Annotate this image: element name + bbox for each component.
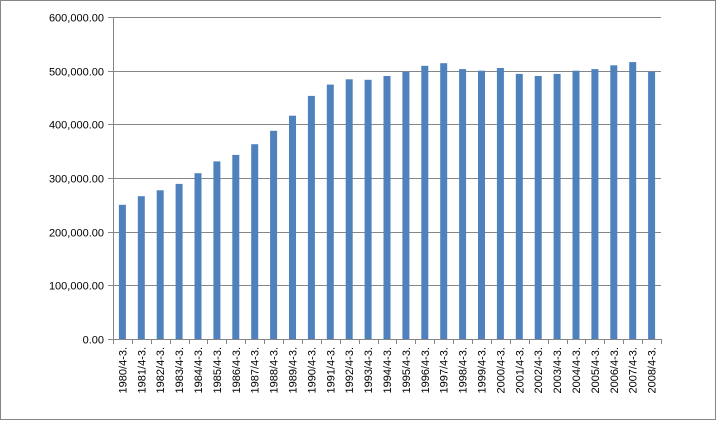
bar [137,196,145,339]
bar [496,68,504,339]
y-tick-label: 100,000.00 [49,281,104,293]
y-tick-label: 400,000.00 [49,120,104,132]
bar [534,76,542,339]
bar [156,190,164,339]
bar [591,69,599,339]
x-tick-label: 2008/4-3. [647,347,659,393]
bar [270,130,278,339]
x-axis-tick-labels: 1980/4-3. 1981/4-3. 1982/4-3. 1983/4-3. 1984… [117,347,658,394]
x-tick-label: 1985/4-3. [212,347,224,393]
x-tick-label: 1981/4-3. [136,347,148,393]
bar [364,79,372,340]
bar [213,161,221,339]
y-tick-label: 600,000.00 [49,13,104,25]
x-tick-label: 1987/4-3. [250,347,262,393]
bar [251,144,259,339]
y-tick-label: 300,000.00 [49,174,104,186]
x-tick-label: 1990/4-3. [306,347,318,393]
x-tick-label: 1986/4-3. [231,347,243,393]
bar [175,183,183,339]
bar [572,70,580,339]
x-tick-label: 2007/4-3. [628,347,640,393]
x-tick-label: 1997/4-3. [439,347,451,393]
x-tick-label: 2000/4-3. [495,347,507,393]
x-tick-label: 1996/4-3. [420,347,432,393]
bar [553,73,561,340]
x-tick-label: 2001/4-3. [514,347,526,393]
x-tick-label: 2004/4-3. [571,347,583,393]
axes [108,17,662,344]
bar [440,63,448,339]
bar [629,62,637,339]
x-tick-label: 1991/4-3. [325,347,337,393]
x-tick-label: 2006/4-3. [609,347,621,393]
x-tick-label: 1980/4-3. [117,347,129,393]
bar [610,65,618,340]
y-tick-label: 200,000.00 [49,228,104,240]
y-tick-label: 500,000.00 [49,67,104,79]
bar [232,154,240,339]
x-tick-label: 1998/4-3. [458,347,470,393]
bar [478,70,485,339]
x-tick-label: 1983/4-3. [174,347,186,393]
bar [515,73,523,340]
x-tick-label: 2003/4-3. [552,347,564,393]
x-tick-label: 1984/4-3. [193,347,205,393]
x-tick-label: 1992/4-3. [344,347,356,393]
bar [194,173,202,339]
x-tick-label: 2005/4-3. [590,347,602,393]
x-tick-label: 1995/4-3. [401,347,413,393]
x-tick-label: 2002/4-3. [533,347,545,393]
bar [289,115,296,339]
bar [402,71,410,339]
y-axis-tick-labels: 0.00 100,000.00 200,000.00 300,000.00 400,00… [49,13,104,347]
x-tick-label: 1988/4-3. [269,347,281,393]
bar [345,79,353,340]
bar [307,95,315,340]
x-tick-label: 1993/4-3. [363,347,375,393]
bar [118,204,126,339]
x-tick-label: 1994/4-3. [382,347,394,393]
bars [118,62,656,340]
y-tick-label: 0.00 [83,335,104,347]
x-tick-label: 1989/4-3. [288,347,300,393]
bar [648,71,656,339]
bar [421,65,429,340]
bar [459,69,467,339]
bar [326,84,334,339]
x-tick-label: 1982/4-3. [155,347,167,393]
x-tick-label: 1999/4-3. [477,347,489,393]
bar [383,76,391,339]
